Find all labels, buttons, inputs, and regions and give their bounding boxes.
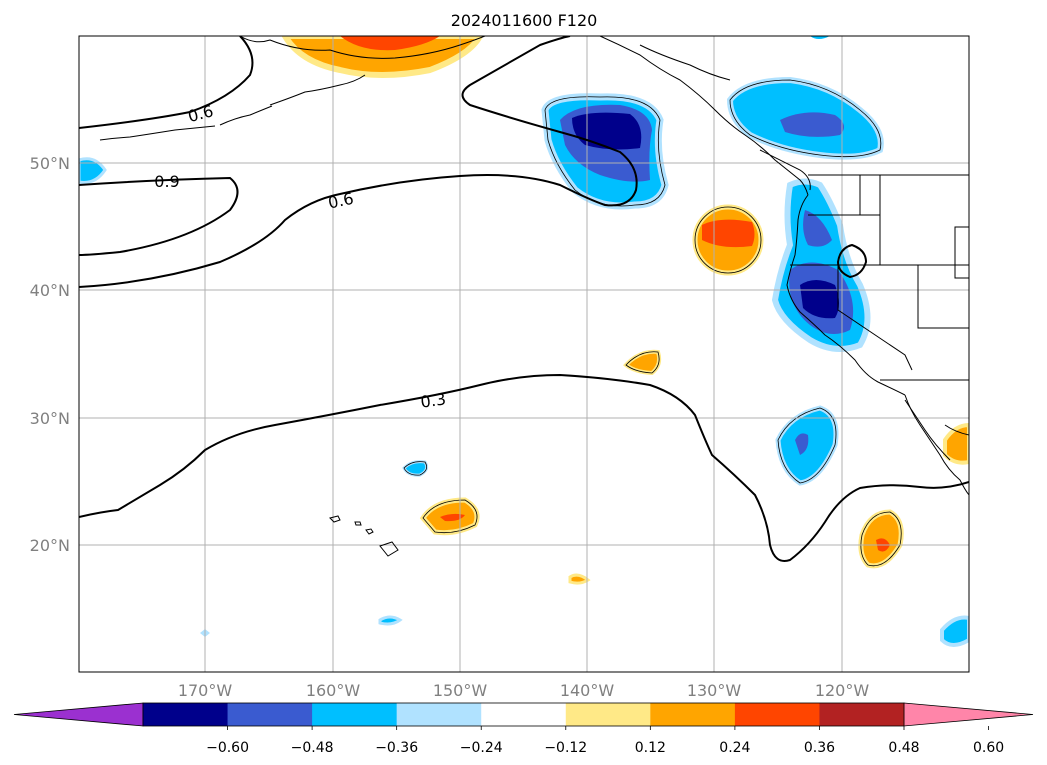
colorbar-tick-label: 0.24 (719, 740, 750, 756)
colorbar-segment (819, 703, 905, 726)
contour-label: 0.3 (419, 389, 447, 411)
contour-label: 0.6 (326, 189, 355, 213)
colorbar: −0.60 −0.48 −0.36 −0.24 −0.12 0.12 0.24 0.36 0.4… (13, 702, 1034, 756)
colorbar-border (142, 702, 905, 727)
map-area: 0.6 0.9 0.6 0.3 (79, 36, 969, 672)
lat-label: 40°N (30, 281, 70, 300)
lon-label: 120°W (815, 681, 870, 700)
contour-label: 0.9 (154, 172, 179, 191)
lon-labels: 170°W 160°W 150°W 140°W 130°W 120°W (178, 681, 870, 700)
colorbar-tick-label: 0.48 (888, 740, 919, 756)
colorbar-tick-label: 0.60 (973, 740, 1004, 756)
colorbar-segment (734, 703, 820, 726)
gridlines (79, 36, 969, 672)
colorbar-tick-label: −0.48 (291, 740, 334, 756)
colorbar-extend-low (13, 702, 144, 727)
shade-outlines (403, 79, 902, 567)
lon-label: 140°W (560, 681, 615, 700)
lat-label: 20°N (30, 536, 70, 555)
colorbar-segment (650, 703, 736, 726)
colorbar-tick-label: −0.24 (460, 740, 503, 756)
colorbar-tick-label: −0.12 (544, 740, 587, 756)
lon-label: 170°W (178, 681, 233, 700)
contour-lines (79, 36, 969, 562)
colorbar-tick-label: 0.12 (635, 740, 666, 756)
lat-labels: 50°N 40°N 30°N 20°N (30, 154, 70, 555)
colorbar-segment (227, 703, 313, 726)
lat-label: 30°N (30, 409, 70, 428)
colorbar-extend-high (903, 702, 1034, 727)
lon-label: 160°W (306, 681, 361, 700)
lon-label: 130°W (687, 681, 742, 700)
colorbar-tick-label: −0.36 (375, 740, 418, 756)
lat-label: 50°N (30, 154, 70, 173)
map-border (78, 35, 970, 673)
lon-label: 150°W (433, 681, 488, 700)
colorbar-tick-label: 0.36 (804, 740, 835, 756)
colorbar-segment (396, 703, 482, 726)
colorbar-segment (565, 703, 651, 726)
colorbar-segment (481, 703, 567, 726)
colorbar-segment (312, 703, 398, 726)
colorbar-segment (143, 703, 229, 726)
coastlines (99, 36, 969, 557)
map-title: 2024011600 F120 (451, 11, 598, 30)
colorbar-tick-label: −0.60 (206, 740, 249, 756)
